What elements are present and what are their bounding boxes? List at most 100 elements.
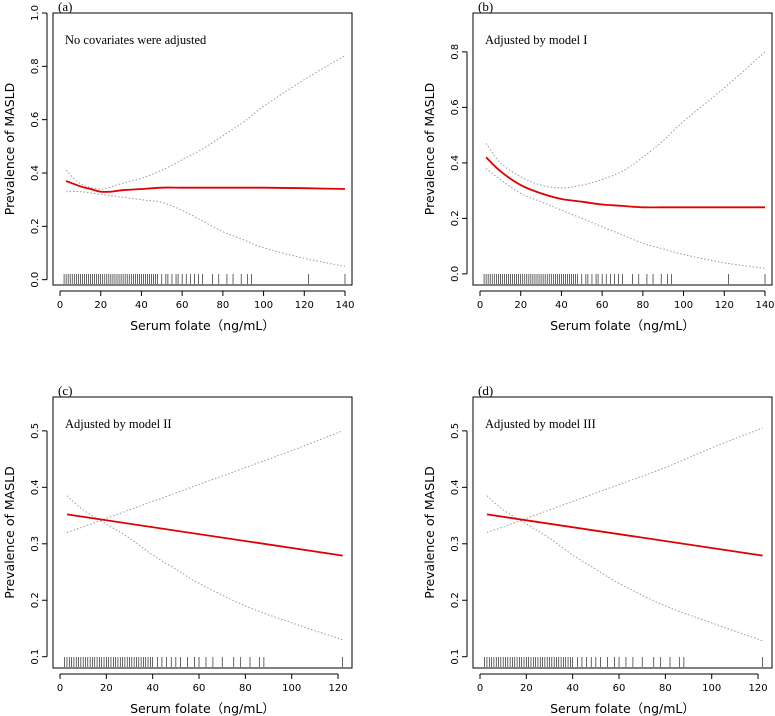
x-axis: 0 20 40 60 80 100 120 xyxy=(477,673,768,694)
x-tick-label: 80 xyxy=(216,300,229,311)
ci-lower-line xyxy=(486,495,763,642)
y-tick-label: 0.3 xyxy=(450,536,461,552)
y-axis-title: Prevalence of MASLD xyxy=(422,466,437,598)
x-tick-label: 20 xyxy=(94,300,107,311)
y-tick-label: 0.4 xyxy=(450,479,461,495)
panel-label: (d) xyxy=(478,383,493,398)
x-axis: 0 20 40 60 80 100 120 xyxy=(57,673,348,694)
panel-b: 0 20 40 60 80 100 120 140 0.0 0.2 0.4 0.6 0.8 Serum f… xyxy=(422,0,775,333)
y-tick-label: 1.0 xyxy=(30,5,41,21)
panel-a: 0 20 40 60 80 100 120 140 0.0 0.2 0.4 0.6 0.8 1.0 Seru… xyxy=(2,0,355,333)
y-tick-label: 0.0 xyxy=(30,272,41,288)
y-tick-label: 0.8 xyxy=(30,58,41,74)
x-tick-label: 40 xyxy=(146,683,159,694)
x-tick-label: 0 xyxy=(477,683,483,694)
x-tick-label: 100 xyxy=(674,300,693,311)
ci-lower-line xyxy=(66,190,346,267)
x-tick-label: 40 xyxy=(566,683,579,694)
panel-annotation: Adjusted by model I xyxy=(485,33,587,47)
ci-upper-line xyxy=(486,427,763,533)
panel-annotation: No covariates were adjusted xyxy=(65,33,207,47)
y-tick-label: 0.4 xyxy=(30,479,41,495)
panel-label: (c) xyxy=(58,383,72,398)
x-tick-label: 140 xyxy=(755,300,774,311)
rug xyxy=(483,274,766,284)
ci-upper-line xyxy=(65,55,346,190)
x-tick-label: 80 xyxy=(636,300,649,311)
x-tick-label: 60 xyxy=(613,683,626,694)
y-axis: 0.0 0.2 0.4 0.6 0.8 1.0 xyxy=(30,5,48,288)
x-tick-label: 120 xyxy=(715,300,734,311)
y-tick-label: 0.8 xyxy=(450,44,461,60)
ci-upper-line xyxy=(485,51,766,189)
y-axis-title: Prevalence of MASLD xyxy=(2,83,17,215)
x-tick-label: 140 xyxy=(335,300,354,311)
y-tick-label: 0.2 xyxy=(450,592,461,608)
y-tick-label: 0.3 xyxy=(30,536,41,552)
x-tick-label: 100 xyxy=(282,683,301,694)
y-axis: 0.1 0.2 0.3 0.4 0.5 xyxy=(30,423,48,665)
panel-d: 0 20 40 60 80 100 120 0.1 0.2 0.3 0.4 0.5 Serum fola… xyxy=(422,383,773,716)
x-tick-label: 20 xyxy=(514,300,527,311)
x-tick-label: 120 xyxy=(329,683,348,694)
ci-upper-line xyxy=(66,430,343,533)
plot-frame xyxy=(472,12,773,286)
x-tick-label: 60 xyxy=(193,683,206,694)
y-tick-label: 0.4 xyxy=(450,155,461,171)
rug xyxy=(63,274,346,284)
x-axis: 0 20 40 60 80 100 120 140 xyxy=(57,290,355,311)
x-axis-title: Serum folate（ng/mL） xyxy=(550,701,695,716)
x-tick-label: 0 xyxy=(57,300,63,311)
x-axis-title: Serum folate（ng/mL） xyxy=(130,318,275,333)
x-tick-label: 100 xyxy=(254,300,273,311)
y-tick-label: 0.2 xyxy=(30,592,41,608)
y-tick-label: 0.5 xyxy=(450,423,461,439)
x-axis-title: Serum folate（ng/mL） xyxy=(130,701,275,716)
x-tick-label: 20 xyxy=(100,683,113,694)
panel-label: (a) xyxy=(58,0,72,14)
y-axis-title: Prevalence of MASLD xyxy=(422,83,437,215)
fit-line xyxy=(486,513,763,557)
x-tick-label: 80 xyxy=(659,683,672,694)
y-tick-label: 0.1 xyxy=(30,649,41,665)
y-axis: 0.1 0.2 0.3 0.4 0.5 xyxy=(450,423,468,665)
panel-c: 0 20 40 60 80 100 120 0.1 0.2 0.3 0.4 0.5 Serum fola… xyxy=(2,383,353,716)
rug xyxy=(484,657,763,667)
panel-annotation: Adjusted by model II xyxy=(65,417,172,431)
y-tick-label: 0.2 xyxy=(450,210,461,226)
x-tick-label: 40 xyxy=(135,300,148,311)
x-tick-label: 80 xyxy=(239,683,252,694)
x-tick-label: 120 xyxy=(295,300,314,311)
x-tick-label: 0 xyxy=(57,683,63,694)
x-tick-label: 120 xyxy=(749,683,768,694)
y-tick-label: 0.6 xyxy=(450,99,461,115)
y-axis-title: Prevalence of MASLD xyxy=(2,466,17,598)
fit-line xyxy=(65,180,346,193)
y-tick-label: 0.4 xyxy=(30,165,41,181)
x-tick-label: 60 xyxy=(176,300,189,311)
x-axis: 0 20 40 60 80 100 120 140 xyxy=(477,290,775,311)
y-tick-label: 0.0 xyxy=(450,266,461,282)
y-tick-label: 0.2 xyxy=(30,218,41,234)
rug xyxy=(64,657,343,667)
fit-line xyxy=(485,156,765,209)
x-tick-label: 0 xyxy=(477,300,483,311)
x-tick-label: 20 xyxy=(520,683,533,694)
y-tick-label: 0.6 xyxy=(30,112,41,128)
ci-lower-line xyxy=(485,168,766,269)
plot-frame xyxy=(52,12,353,286)
x-axis-title: Serum folate（ng/mL） xyxy=(550,318,695,333)
fit-line xyxy=(66,513,343,557)
y-tick-label: 0.5 xyxy=(30,423,41,439)
x-tick-label: 40 xyxy=(555,300,568,311)
x-tick-label: 60 xyxy=(596,300,609,311)
x-tick-label: 100 xyxy=(702,683,721,694)
panel-annotation: Adjusted by model III xyxy=(485,417,596,431)
plot-frame xyxy=(52,396,353,669)
ci-lower-line xyxy=(66,495,343,641)
panel-label: (b) xyxy=(478,0,493,14)
y-axis: 0.0 0.2 0.4 0.6 0.8 xyxy=(450,44,468,282)
plot-frame xyxy=(472,396,773,669)
y-tick-label: 0.1 xyxy=(450,649,461,665)
